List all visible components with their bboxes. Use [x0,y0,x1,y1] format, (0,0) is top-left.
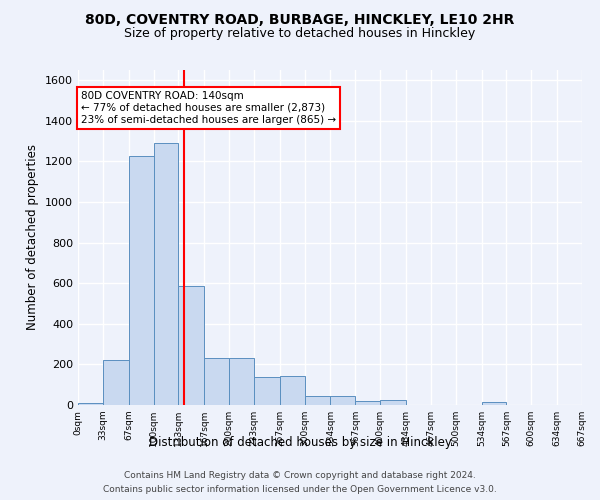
Bar [78,403,103,405]
Bar [380,400,406,405]
Bar [482,402,506,405]
Bar [229,358,254,405]
Bar [204,358,229,405]
Bar [128,156,154,405]
Text: Distribution of detached houses by size in Hinckley: Distribution of detached houses by size … [149,436,451,449]
Bar [280,376,305,405]
Bar [154,143,178,405]
Bar [178,286,204,405]
Text: 80D, COVENTRY ROAD, BURBAGE, HINCKLEY, LE10 2HR: 80D, COVENTRY ROAD, BURBAGE, HINCKLEY, L… [85,12,515,26]
Text: 80D COVENTRY ROAD: 140sqm
← 77% of detached houses are smaller (2,873)
23% of se: 80D COVENTRY ROAD: 140sqm ← 77% of detac… [81,92,336,124]
Bar [103,360,128,405]
Bar [331,396,355,405]
Bar [355,400,380,405]
Y-axis label: Number of detached properties: Number of detached properties [26,144,40,330]
Bar [305,396,331,405]
Bar [254,376,280,405]
Text: Size of property relative to detached houses in Hinckley: Size of property relative to detached ho… [124,28,476,40]
Text: Contains public sector information licensed under the Open Government Licence v3: Contains public sector information licen… [103,486,497,494]
Text: Contains HM Land Registry data © Crown copyright and database right 2024.: Contains HM Land Registry data © Crown c… [124,472,476,480]
